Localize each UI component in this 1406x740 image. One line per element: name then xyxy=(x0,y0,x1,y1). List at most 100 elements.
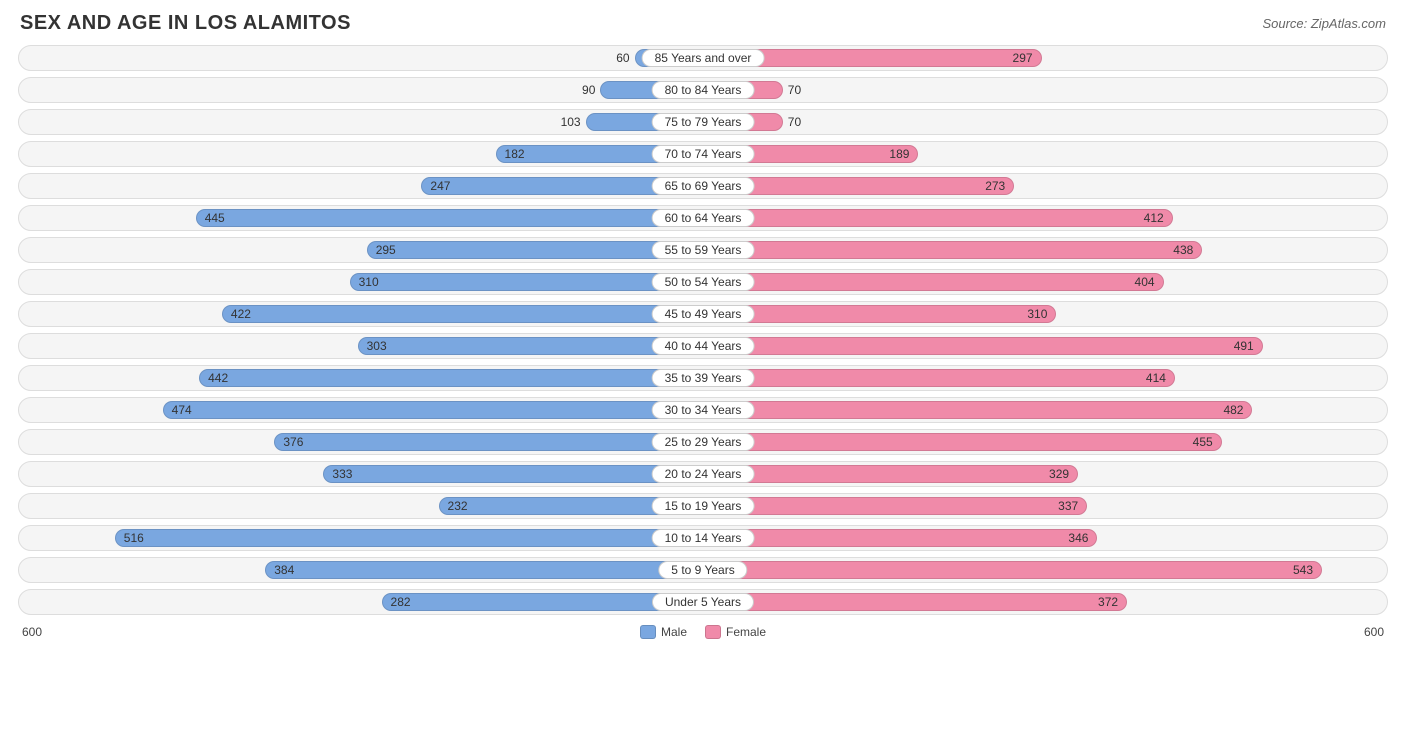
female-half: 412 xyxy=(703,206,1387,230)
female-half: 297 xyxy=(703,46,1387,70)
female-bar: 482 xyxy=(703,401,1252,419)
male-half: 60 xyxy=(19,46,703,70)
male-bar: 516 xyxy=(115,529,703,547)
chart-header: SEX AND AGE IN LOS ALAMITOS Source: ZipA… xyxy=(12,12,1394,45)
pyramid-row: 42231045 to 49 Years xyxy=(18,301,1388,327)
male-value: 282 xyxy=(391,595,411,609)
female-bar: 310 xyxy=(703,305,1056,323)
legend-item-male: Male xyxy=(640,625,687,639)
male-bar: 310 xyxy=(350,273,703,291)
female-value: 414 xyxy=(1146,371,1166,385)
female-half: 346 xyxy=(703,526,1387,550)
male-value: 60 xyxy=(616,51,635,65)
male-half: 295 xyxy=(19,238,703,262)
age-category-pill: 65 to 69 Years xyxy=(652,177,755,195)
male-value: 182 xyxy=(505,147,525,161)
female-bar: 414 xyxy=(703,369,1175,387)
pyramid-row: 31040450 to 54 Years xyxy=(18,269,1388,295)
male-value: 445 xyxy=(205,211,225,225)
female-half: 329 xyxy=(703,462,1387,486)
female-swatch-icon xyxy=(705,625,721,639)
male-bar: 376 xyxy=(274,433,703,451)
female-value: 412 xyxy=(1144,211,1164,225)
female-half: 455 xyxy=(703,430,1387,454)
female-bar: 412 xyxy=(703,209,1173,227)
female-value: 346 xyxy=(1068,531,1088,545)
male-half: 333 xyxy=(19,462,703,486)
male-value: 442 xyxy=(208,371,228,385)
male-value: 90 xyxy=(582,83,601,97)
male-value: 422 xyxy=(231,307,251,321)
male-half: 384 xyxy=(19,558,703,582)
female-half: 543 xyxy=(703,558,1387,582)
age-category-pill: 75 to 79 Years xyxy=(652,113,755,131)
male-half: 516 xyxy=(19,526,703,550)
female-half: 310 xyxy=(703,302,1387,326)
chart-area: 6029785 Years and over907080 to 84 Years… xyxy=(12,45,1394,615)
male-bar: 445 xyxy=(196,209,703,227)
female-half: 70 xyxy=(703,110,1387,134)
female-value: 438 xyxy=(1173,243,1193,257)
male-half: 182 xyxy=(19,142,703,166)
male-half: 90 xyxy=(19,78,703,102)
male-bar: 333 xyxy=(323,465,703,483)
male-value: 376 xyxy=(283,435,303,449)
female-value: 70 xyxy=(782,115,801,129)
female-value: 273 xyxy=(985,179,1005,193)
age-category-pill: 60 to 64 Years xyxy=(652,209,755,227)
male-value: 303 xyxy=(367,339,387,353)
female-value: 310 xyxy=(1027,307,1047,321)
source-name: ZipAtlas.com xyxy=(1311,16,1386,31)
female-half: 189 xyxy=(703,142,1387,166)
male-value: 333 xyxy=(332,467,352,481)
female-half: 372 xyxy=(703,590,1387,614)
female-bar: 372 xyxy=(703,593,1127,611)
male-half: 103 xyxy=(19,110,703,134)
age-category-pill: 10 to 14 Years xyxy=(652,529,755,547)
age-category-pill: 5 to 9 Years xyxy=(658,561,747,579)
pyramid-row: 295 438 55 to 59 Years xyxy=(18,237,1388,263)
female-bar: 543 xyxy=(703,561,1322,579)
female-half: 404 xyxy=(703,270,1387,294)
age-category-pill: 80 to 84 Years xyxy=(652,81,755,99)
age-category-pill: 30 to 34 Years xyxy=(652,401,755,419)
pyramid-row: 445 412 60 to 64 Years xyxy=(18,205,1388,231)
female-value: 491 xyxy=(1234,339,1254,353)
male-half: 422 xyxy=(19,302,703,326)
pyramid-row: 376 455 25 to 29 Years xyxy=(18,429,1388,455)
female-bar: 346 xyxy=(703,529,1097,547)
female-bar: 337 xyxy=(703,497,1087,515)
axis-right-value: 600 xyxy=(1364,625,1384,639)
chart-legend: Male Female xyxy=(640,625,766,639)
age-category-pill: 55 to 59 Years xyxy=(652,241,755,259)
male-half: 247 xyxy=(19,174,703,198)
male-bar: 474 xyxy=(163,401,703,419)
male-value: 295 xyxy=(376,243,396,257)
female-value: 372 xyxy=(1098,595,1118,609)
male-half: 232 xyxy=(19,494,703,518)
age-category-pill: 35 to 39 Years xyxy=(652,369,755,387)
pyramid-row: 282372Under 5 Years xyxy=(18,589,1388,615)
pyramid-row: 442 414 35 to 39 Years xyxy=(18,365,1388,391)
male-half: 282 xyxy=(19,590,703,614)
female-bar: 404 xyxy=(703,273,1164,291)
legend-male-label: Male xyxy=(661,625,687,639)
female-value: 543 xyxy=(1293,563,1313,577)
male-half: 474 xyxy=(19,398,703,422)
male-half: 442 xyxy=(19,366,703,390)
male-half: 376 xyxy=(19,430,703,454)
female-value: 329 xyxy=(1049,467,1069,481)
source-label: Source: xyxy=(1262,16,1310,31)
pyramid-row: 6029785 Years and over xyxy=(18,45,1388,71)
chart-axis: 600 Male Female 600 xyxy=(12,621,1394,639)
female-half: 273 xyxy=(703,174,1387,198)
age-category-pill: 50 to 54 Years xyxy=(652,273,755,291)
legend-female-label: Female xyxy=(726,625,766,639)
female-half: 482 xyxy=(703,398,1387,422)
female-value: 455 xyxy=(1193,435,1213,449)
pyramid-row: 18218970 to 74 Years xyxy=(18,141,1388,167)
age-category-pill: 25 to 29 Years xyxy=(652,433,755,451)
female-value: 297 xyxy=(1013,51,1033,65)
pyramid-row: 907080 to 84 Years xyxy=(18,77,1388,103)
age-category-pill: 15 to 19 Years xyxy=(652,497,755,515)
